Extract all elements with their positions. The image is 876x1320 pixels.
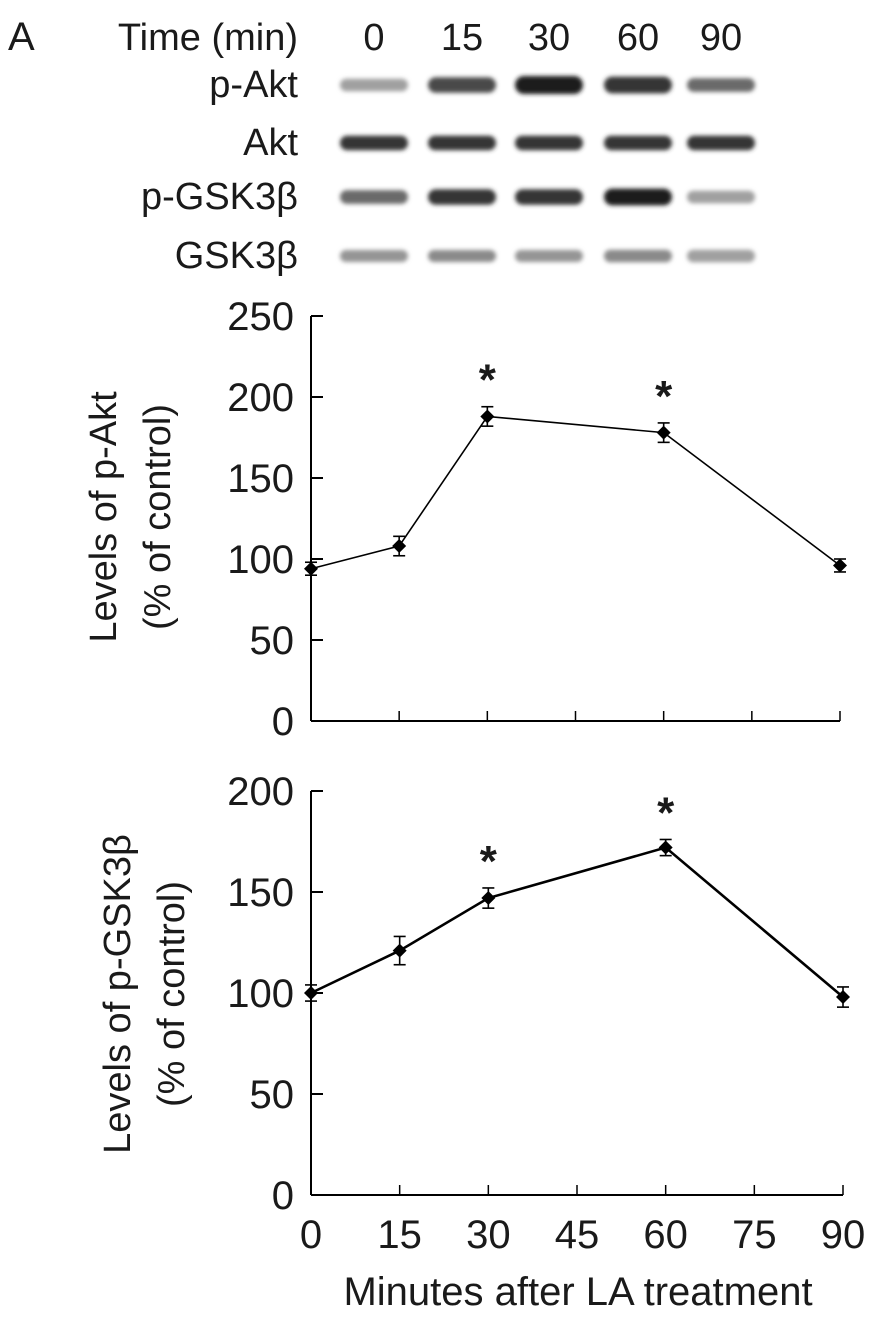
chart-p-akt-significance-marker: * <box>655 372 673 421</box>
chart-p-akt-data-point <box>656 425 671 440</box>
blot-band <box>604 76 672 94</box>
chart-p-akt-data-point <box>392 539 407 554</box>
chart-p-gsk3b-data-point <box>304 986 318 1000</box>
blot-band <box>515 189 583 205</box>
chart-p-akt-series: * * <box>304 356 847 577</box>
blot-band <box>428 189 496 205</box>
chart-p-akt-y-axis: 0 50 100 150 200 250 <box>227 295 323 744</box>
chart-p-akt-significance-marker: * <box>479 356 497 405</box>
chart-p-akt-y-tick-label: 250 <box>227 295 294 339</box>
chart-p-gsk3b-data-point <box>481 891 496 906</box>
chart-p-gsk3b-data-point <box>836 990 850 1005</box>
blot-band <box>687 135 755 151</box>
chart-p-akt-y-tick-label: 100 <box>227 538 294 582</box>
chart-p-gsk3b-ylabel-line1: Levels of p-GSK3β <box>97 834 139 1154</box>
chart-p-gsk3b-x-tick-label: 0 <box>300 1213 322 1257</box>
chart-p-gsk3b-series: ** <box>304 788 850 1008</box>
blot-band <box>604 249 672 263</box>
blot-row-label: GSK3β <box>175 235 298 277</box>
chart-p-gsk3b-series-line <box>310 846 844 999</box>
time-label: 60 <box>617 17 659 59</box>
time-label: 0 <box>363 17 384 59</box>
chart-p-gsk3b-y-tick-label: 50 <box>250 1073 295 1117</box>
chart-p-gsk3b-y-tick-label: 0 <box>272 1174 294 1218</box>
chart-p-gsk3b-x-axis: 0 15 30 45 60 75 90 <box>300 1185 865 1257</box>
blot-band <box>340 190 408 204</box>
blot-row: Akt <box>243 122 755 164</box>
time-labels: 0 15 30 60 90 <box>363 17 742 59</box>
blot-row: p-GSK3β <box>141 176 755 218</box>
chart-p-gsk3b-y-tick-label: 150 <box>227 871 294 915</box>
chart-p-akt-y-tick-label: 200 <box>227 376 294 420</box>
blot-row-label: p-GSK3β <box>141 176 298 218</box>
blot-band <box>428 77 496 93</box>
chart-p-gsk3b-data-point <box>658 840 673 855</box>
chart-p-gsk3b-y-tick-label: 100 <box>227 972 294 1016</box>
time-header: Time (min) <box>118 17 298 59</box>
time-label: 30 <box>528 17 570 59</box>
chart-p-akt-y-tick-label: 0 <box>272 700 294 744</box>
blot-row-label: Akt <box>243 122 298 164</box>
time-label: 15 <box>441 17 483 59</box>
blot-band <box>428 250 496 262</box>
blot-rows: p-Akt Akt p-GSK3β GSK3β <box>141 64 755 277</box>
chart-p-akt-data-point <box>833 558 847 573</box>
blot-band <box>340 78 408 92</box>
blot-row-label: p-Akt <box>209 64 298 106</box>
blot-band <box>428 135 496 151</box>
chart-p-gsk3b-xlabel: Minutes after LA treatment <box>343 1270 812 1314</box>
chart-p-akt-x-axis <box>310 711 841 722</box>
chart-p-akt-y-tick-label: 150 <box>227 457 294 501</box>
blot-band <box>515 76 583 94</box>
blot-band <box>604 135 672 151</box>
chart-p-gsk3b-significance-marker: * <box>657 788 675 837</box>
chart-p-akt-y-tick-label: 50 <box>250 619 295 663</box>
time-label: 90 <box>700 17 742 59</box>
chart-p-gsk3b-x-tick-label: 75 <box>732 1213 777 1257</box>
chart-p-gsk3b-x-tick-label: 45 <box>555 1213 600 1257</box>
panel-label: A <box>8 15 35 59</box>
chart-p-gsk3b-x-tick-label: 15 <box>377 1213 422 1257</box>
chart-p-gsk3b-ylabel-line2: (% of control) <box>151 881 193 1107</box>
chart-p-akt-ylabel-line1: Levels of p-Akt <box>83 391 125 643</box>
chart-p-gsk3b-x-tick-label: 30 <box>466 1213 511 1257</box>
blot-row: GSK3β <box>175 235 755 277</box>
chart-p-gsk3b-significance-marker: * <box>480 837 498 886</box>
chart-p-akt-data-point <box>304 561 318 576</box>
western-blot: Time (min) 0 15 30 60 90 p-Akt Akt p-GSK3β GSK3… <box>118 17 755 277</box>
chart-p-akt-series-line <box>310 415 841 570</box>
chart-p-gsk3b-y-tick-label: 200 <box>227 770 294 814</box>
blot-band <box>340 135 408 151</box>
blot-band <box>687 190 755 204</box>
chart-p-akt-ylabel-line2: (% of control) <box>137 404 179 630</box>
chart-p-gsk3b-data-point <box>392 943 407 958</box>
blot-band <box>515 135 583 151</box>
chart-p-gsk3b-x-tick-label: 60 <box>643 1213 688 1257</box>
blot-band <box>604 188 672 206</box>
blot-band <box>340 250 408 262</box>
chart-p-akt-data-point <box>480 409 495 424</box>
blot-band <box>515 250 583 262</box>
chart-p-gsk3b-x-tick-label: 90 <box>821 1213 866 1257</box>
blot-band <box>687 78 755 92</box>
blot-row: p-Akt <box>209 64 755 106</box>
blot-band <box>687 249 755 263</box>
